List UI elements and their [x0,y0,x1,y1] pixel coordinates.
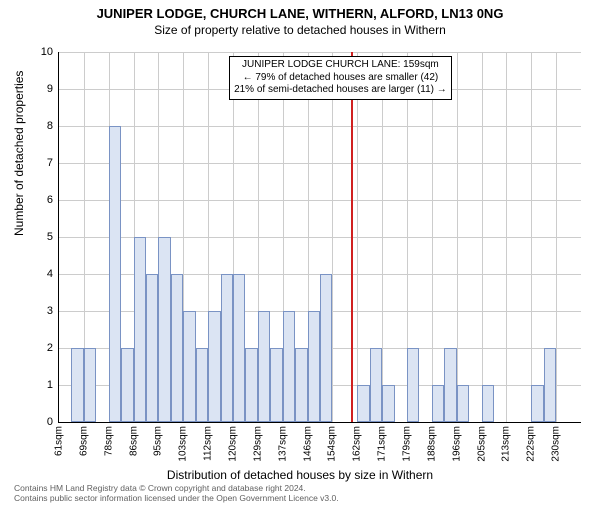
histogram-bar [544,348,556,422]
x-tick-label: 69sqm [78,426,89,456]
y-tick-label: 1 [33,379,53,391]
chart-title-main: JUNIPER LODGE, CHURCH LANE, WITHERN, ALF… [0,6,600,21]
x-tick-label: 196sqm [451,426,462,462]
footer-attribution: Contains HM Land Registry data © Crown c… [14,484,339,504]
histogram-bar [245,348,257,422]
gridline-vertical [482,52,483,422]
gridline-horizontal [59,52,581,53]
x-tick-label: 120sqm [228,426,239,462]
histogram-bar [258,311,270,422]
histogram-bar [221,274,233,422]
gridline-vertical [531,52,532,422]
histogram-bar [308,311,320,422]
x-tick-label: 112sqm [203,426,214,461]
y-tick-label: 6 [33,194,53,206]
x-tick-label: 103sqm [178,426,189,462]
y-tick-label: 0 [33,416,53,428]
histogram-bar [208,311,220,422]
histogram-bar [432,385,444,422]
y-tick-label: 9 [33,83,53,95]
histogram-bar [171,274,183,422]
histogram-bar [457,385,469,422]
x-tick-label: 95sqm [153,426,164,456]
x-tick-label: 86sqm [128,426,139,456]
annotation-line-1: JUNIPER LODGE CHURCH LANE: 159sqm [234,59,447,72]
x-tick-label: 129sqm [252,426,263,462]
y-tick-label: 3 [33,305,53,317]
x-tick-label: 154sqm [327,426,338,462]
x-tick-label: 146sqm [302,426,313,462]
x-tick-label: 230sqm [551,426,562,462]
chart-title-sub: Size of property relative to detached ho… [0,23,600,37]
gridline-vertical [506,52,507,422]
histogram-bar [320,274,332,422]
chart-plot-area: 01234567891061sqm69sqm78sqm86sqm95sqm103… [58,52,580,422]
histogram-bar [370,348,382,422]
x-tick-label: 61sqm [54,426,65,456]
histogram-bar [531,385,543,422]
gridline-horizontal [59,163,581,164]
x-tick-label: 222sqm [526,426,537,462]
y-tick-label: 7 [33,157,53,169]
y-axis-label: Number of detached properties [12,71,26,236]
gridline-vertical [382,52,383,422]
histogram-bar [407,348,419,422]
gridline-vertical [357,52,358,422]
histogram-bar [183,311,195,422]
histogram-bar [283,311,295,422]
histogram-bar [109,126,121,422]
x-tick-label: 179sqm [402,426,413,462]
gridline-horizontal [59,126,581,127]
x-tick-label: 162sqm [352,426,363,462]
y-tick-label: 10 [33,46,53,58]
y-tick-label: 4 [33,268,53,280]
histogram-bar [233,274,245,422]
histogram-bar [270,348,282,422]
gridline-horizontal [59,200,581,201]
gridline-vertical [332,52,333,422]
histogram-bar [158,237,170,422]
annotation-callout: JUNIPER LODGE CHURCH LANE: 159sqm← 79% o… [229,56,452,100]
x-tick-label: 205sqm [476,426,487,462]
histogram-bar [71,348,83,422]
x-tick-label: 137sqm [277,426,288,462]
footer-line-2: Contains public sector information licen… [14,494,339,504]
reference-line [351,52,353,422]
histogram-bar [357,385,369,422]
gridline-vertical [432,52,433,422]
y-tick-label: 2 [33,342,53,354]
gridline-vertical [556,52,557,422]
gridline-vertical [457,52,458,422]
histogram-bar [295,348,307,422]
histogram-bar [121,348,133,422]
annotation-line-2: ← 79% of detached houses are smaller (42… [234,72,447,85]
histogram-bar [84,348,96,422]
histogram-bar [444,348,456,422]
histogram-bar [482,385,494,422]
x-tick-label: 188sqm [426,426,437,462]
histogram-bar [134,237,146,422]
x-tick-label: 78sqm [103,426,114,456]
x-axis-label: Distribution of detached houses by size … [0,468,600,482]
histogram-bar [146,274,158,422]
x-tick-label: 171sqm [377,426,388,462]
y-tick-label: 5 [33,231,53,243]
annotation-line-3: 21% of semi-detached houses are larger (… [234,84,447,97]
histogram-bar [196,348,208,422]
histogram-bar [382,385,394,422]
x-tick-label: 213sqm [501,426,512,462]
y-tick-label: 8 [33,120,53,132]
